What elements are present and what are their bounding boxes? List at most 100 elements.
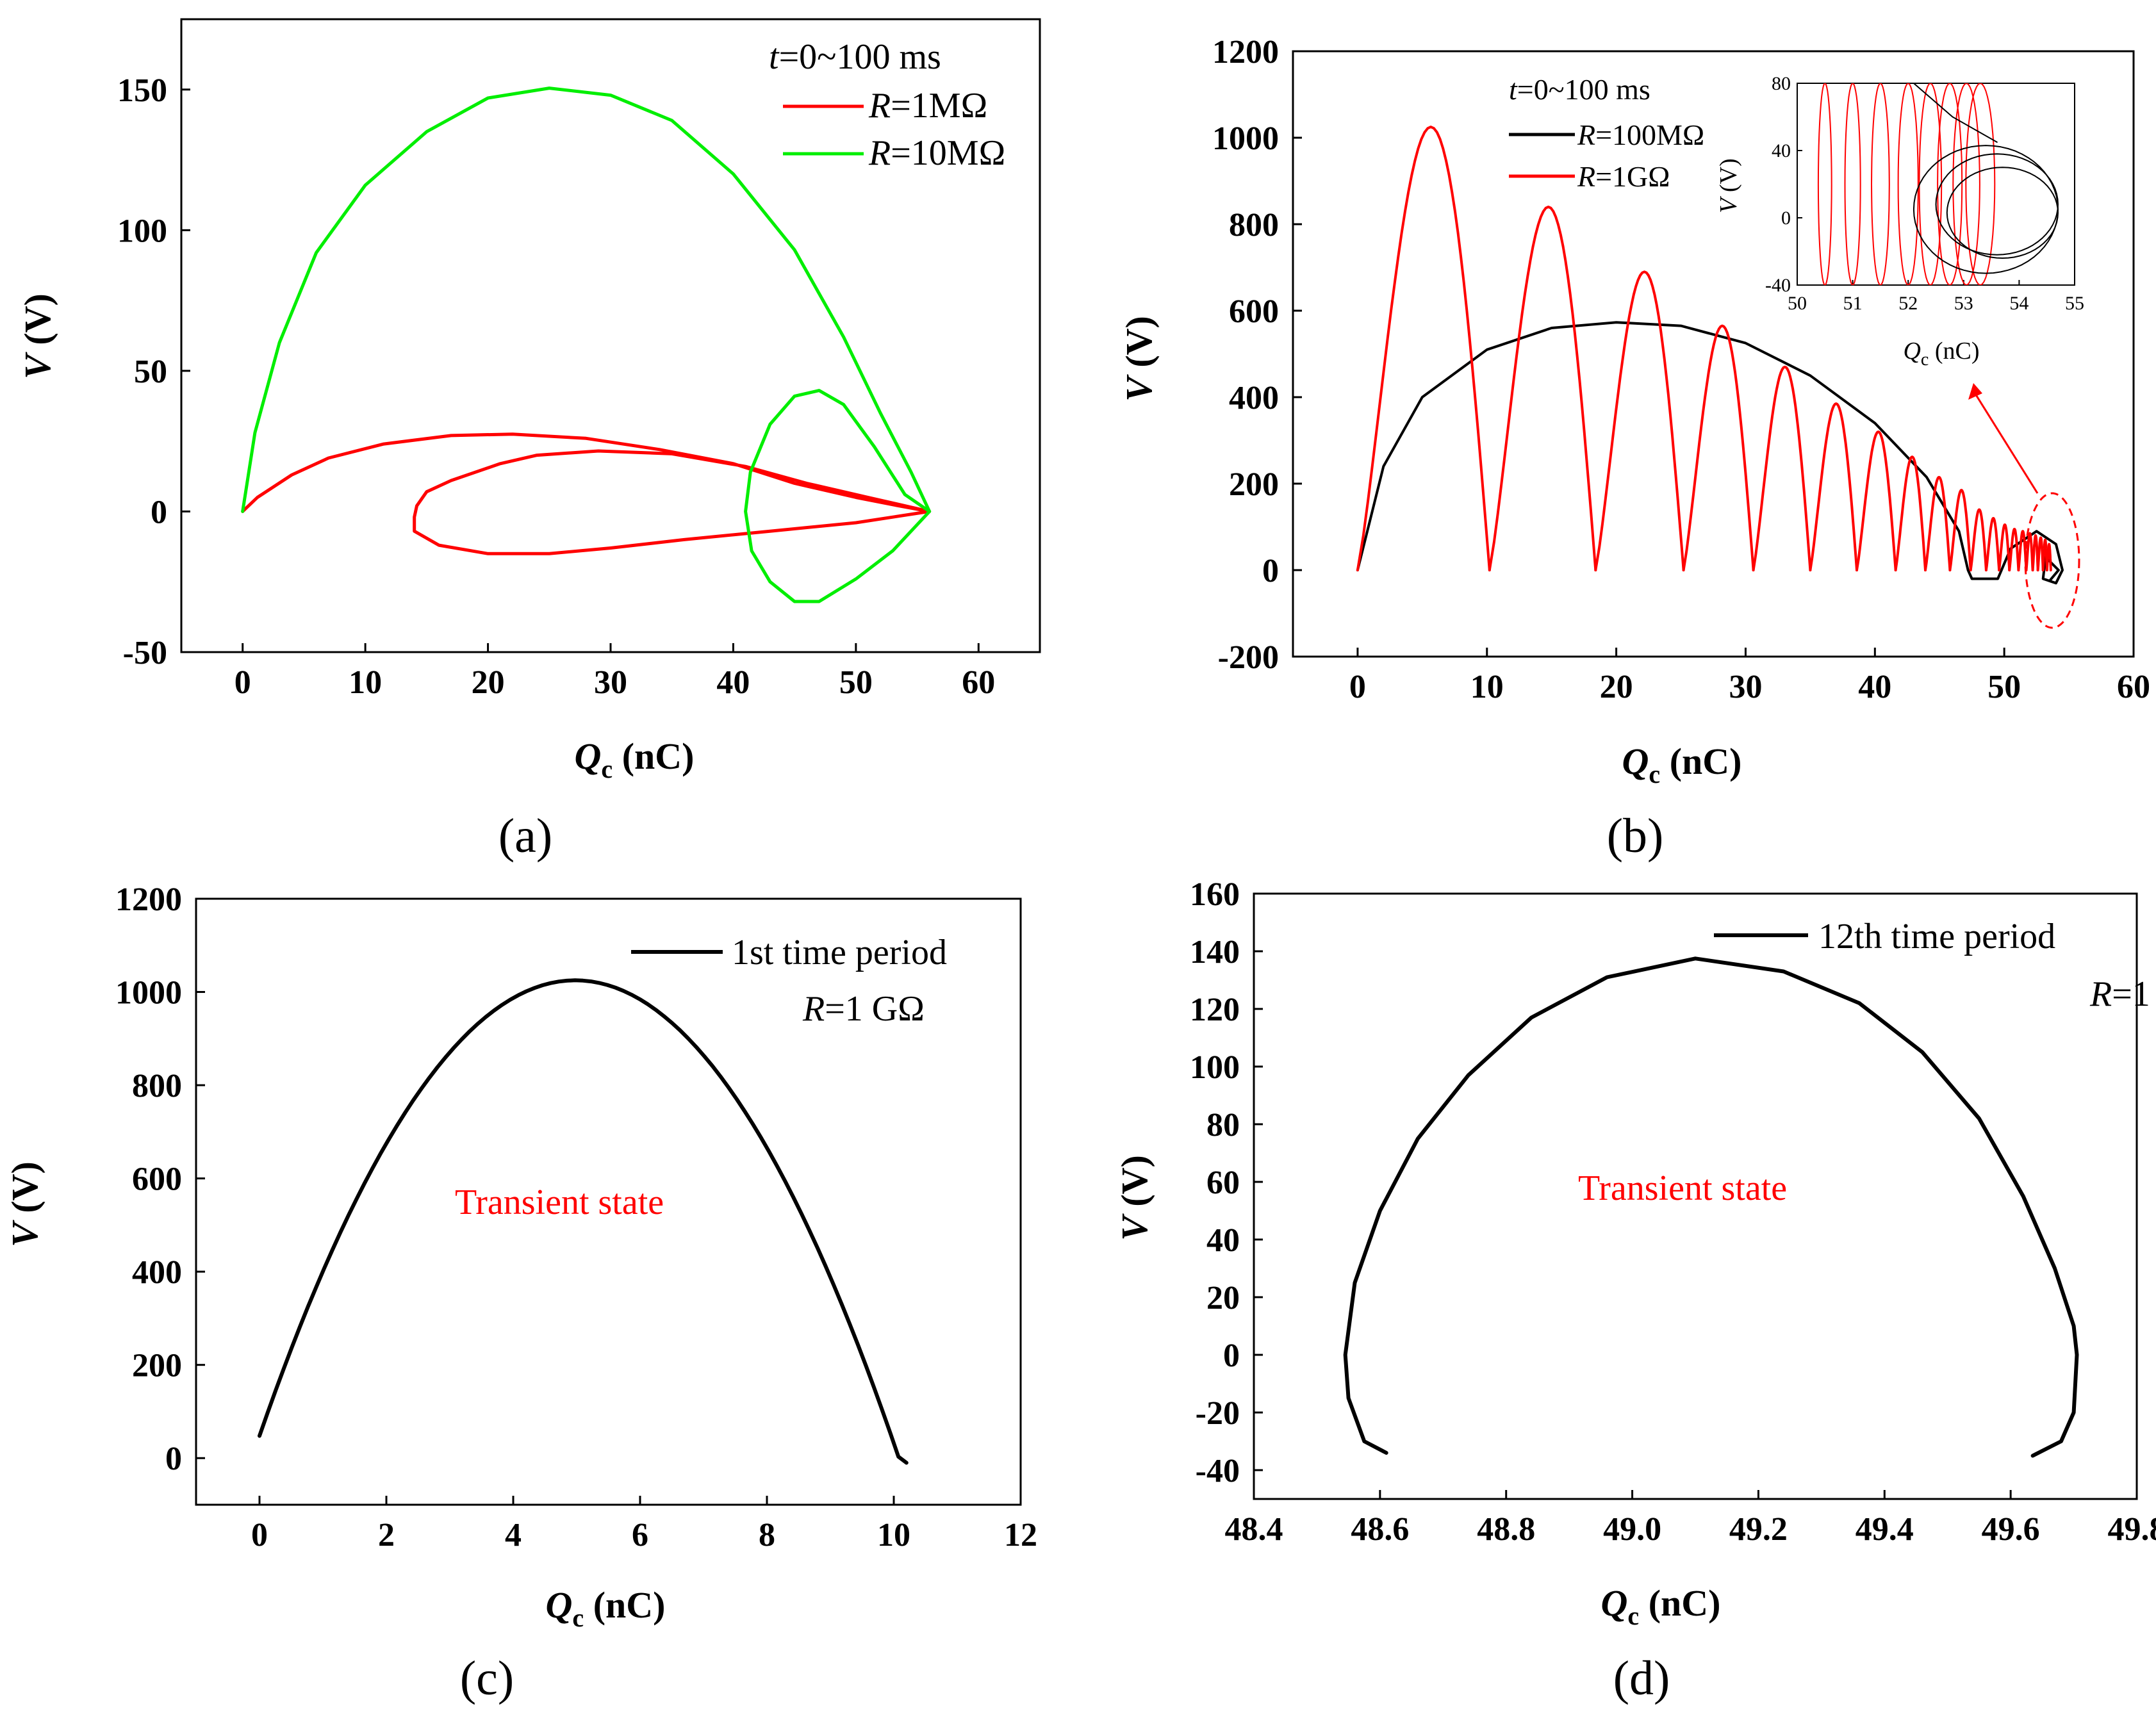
- x-tick-label: 49.6: [1982, 1511, 2040, 1548]
- y-tick-label: 0: [1781, 208, 1791, 229]
- y-axis-label: V (V): [17, 293, 58, 379]
- x-tick-label: 2: [378, 1517, 395, 1553]
- y-tick-label: -40: [1196, 1453, 1240, 1489]
- series-r-1g-arch: [1984, 517, 2001, 571]
- inset-r-1g-loop: [1965, 83, 1996, 285]
- inset-r-100m-trace: [1913, 83, 1998, 143]
- y-tick-label: 140: [1190, 934, 1240, 970]
- transient-state-label: Transient state: [455, 1183, 664, 1222]
- y-tick-label: 80: [1206, 1107, 1240, 1143]
- series-r-1g-arch: [1924, 475, 1952, 571]
- series-r-1g-arch: [1809, 402, 1858, 571]
- zoom-indicator: [1968, 383, 2080, 629]
- legend-label-100m: R=100MΩ: [1577, 119, 1704, 151]
- plot-frame: [1253, 892, 2138, 1500]
- y-tick-label: 160: [1190, 876, 1240, 913]
- x-tick-label: 20: [1600, 669, 1633, 705]
- legend-param: R=1 GΩ: [802, 989, 925, 1029]
- x-tick-label: 30: [1729, 669, 1762, 705]
- y-tick-label: 800: [132, 1068, 182, 1104]
- inset-y-label: V (V): [1715, 158, 1742, 213]
- y-tick-label: 600: [132, 1161, 182, 1198]
- inset-r-100m-loop: [1946, 167, 2059, 259]
- series-r-1g-arch: [2031, 534, 2039, 571]
- y-tick-label: 0: [151, 494, 167, 530]
- series-r-1m-line: [241, 432, 932, 555]
- y-tick-label: 0: [1223, 1338, 1240, 1374]
- y-tick-label: 1000: [115, 975, 182, 1011]
- series-r-1g-arch: [1752, 365, 1812, 571]
- legend-label-1st: 1st time period: [732, 933, 947, 972]
- series-r-1g-arch: [1998, 523, 2011, 571]
- y-tick-label: 1000: [1212, 120, 1279, 157]
- caption-c: (c): [460, 1651, 514, 1705]
- plot-frame: [1292, 50, 2135, 658]
- series-r-1g-arch: [1356, 126, 1491, 571]
- legend-param: R=1 GΩ: [2089, 974, 2156, 1014]
- x-tick-label: 4: [505, 1517, 522, 1553]
- x-tick-label: 55: [2065, 293, 2084, 314]
- x-tick-label: 50: [839, 664, 873, 701]
- legend: t=0~100 ms R=1MΩ R=10MΩ: [769, 37, 1005, 173]
- panel-d: 48.4 48.6 48.8 49.0 49.2 49.4 49.6 49.8 -40 -20 0 2…: [1114, 876, 2156, 1705]
- x-axis-label: Qc (nC): [546, 1584, 666, 1632]
- inset-x-label: Qc (nC): [1903, 338, 1979, 370]
- y-tick-label: -50: [123, 635, 167, 671]
- x-tick-label: 52: [1898, 293, 1918, 314]
- x-tick-label: 54: [2009, 293, 2028, 314]
- x-tick-label: 53: [1954, 293, 1973, 314]
- y-tick-label: 120: [1190, 992, 1240, 1028]
- series-r-1g-arch: [1894, 455, 1927, 571]
- legend: 12th time period R=1 GΩ: [1714, 917, 2156, 1014]
- x-tick-label: 10: [349, 664, 382, 701]
- x-tick-label: 50: [1788, 293, 1807, 314]
- y-tick-label: 20: [1206, 1280, 1240, 1316]
- y-tick-label: 600: [1229, 293, 1279, 330]
- x-tick-label: 51: [1843, 293, 1863, 314]
- y-axis-label: V (V): [4, 1161, 45, 1247]
- legend: 1st time period R=1 GΩ: [631, 933, 947, 1029]
- inset-r-1g-loop: [1897, 83, 1919, 285]
- series-r-1g-arch: [2036, 536, 2045, 571]
- series-r-1g-arch: [2008, 527, 2020, 571]
- x-tick-label: 40: [716, 664, 750, 701]
- x-tick-label: 49.4: [1856, 1511, 1914, 1548]
- panel-a: 0 10 20 30 40 50 60 -50 0 50 100 150 t=0~100 ms R=1…: [17, 18, 1041, 863]
- y-tick-label: 80: [1772, 73, 1791, 94]
- legend-label-12th: 12th time period: [1818, 917, 2055, 956]
- series-r-1g-arch: [1969, 508, 1987, 571]
- caption-d: (d): [1613, 1651, 1670, 1705]
- series-r-1g-arch: [2045, 543, 2052, 571]
- series-r-1g-arch: [1594, 270, 1685, 571]
- y-tick-label: 100: [1190, 1049, 1240, 1086]
- y-tick-label: -20: [1196, 1395, 1240, 1432]
- legend-label-10m: R=10MΩ: [868, 133, 1005, 173]
- series-12th-period-line: [1343, 956, 2079, 1458]
- legend-title: t=0~100 ms: [1509, 73, 1650, 106]
- x-axis-label: Qc (nC): [1601, 1582, 1721, 1630]
- series-r-1g-arch: [2041, 538, 2048, 571]
- x-tick-label: 0: [235, 664, 251, 701]
- plot-frame: [195, 897, 1022, 1506]
- x-tick-label: 40: [1858, 669, 1891, 705]
- x-tick-label: 10: [877, 1517, 910, 1553]
- inset-r-100m-loop: [1935, 153, 2059, 256]
- y-tick-label: 50: [134, 354, 167, 390]
- y-tick-label: -40: [1765, 275, 1791, 296]
- series-r-1g-arch: [2017, 530, 2028, 571]
- series-r-10m-line: [241, 86, 932, 603]
- series-1st-period-line: [258, 978, 909, 1465]
- x-tick-label: 6: [632, 1517, 648, 1553]
- x-tick-label: 49.0: [1603, 1511, 1661, 1548]
- series-r-1g-arch: [1488, 206, 1597, 571]
- y-tick-label: -200: [1218, 639, 1279, 676]
- series-r-1g-arch: [1856, 430, 1897, 571]
- x-tick-label: 60: [2117, 669, 2150, 705]
- series-r-1g-arch: [1948, 489, 1972, 571]
- x-tick-label: 48.6: [1351, 1511, 1409, 1548]
- transient-state-label: Transient state: [1578, 1168, 1787, 1208]
- legend-title: t=0~100 ms: [769, 37, 941, 77]
- x-tick-label: 20: [472, 664, 505, 701]
- y-tick-label: 400: [132, 1254, 182, 1291]
- y-tick-label: 1200: [115, 881, 182, 918]
